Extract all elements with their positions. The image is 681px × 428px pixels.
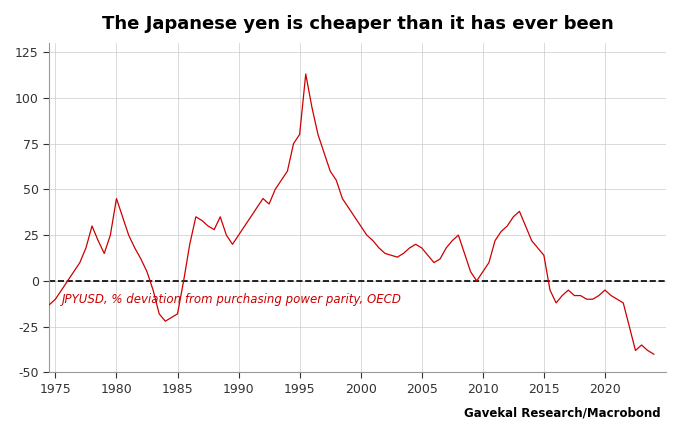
Text: JPYUSD, % deviation from purchasing power parity, OECD: JPYUSD, % deviation from purchasing powe… [61, 294, 402, 306]
Title: The Japanese yen is cheaper than it has ever been: The Japanese yen is cheaper than it has … [101, 15, 614, 33]
Text: Gavekal Research/Macrobond: Gavekal Research/Macrobond [464, 407, 661, 419]
